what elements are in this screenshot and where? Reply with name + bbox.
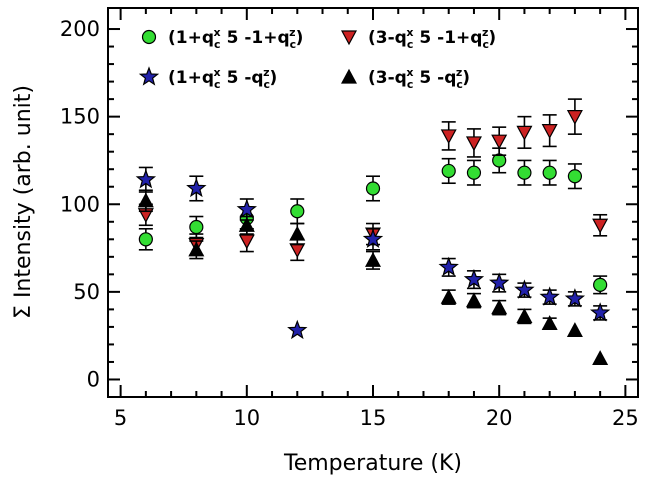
data-point [542, 165, 557, 180]
data-point [137, 192, 154, 208]
legend-item: (1+qcx 5 -qcz) [138, 66, 277, 91]
data-point [289, 225, 306, 241]
data-point [365, 181, 381, 196]
series-circle [138, 147, 608, 295]
data-marks [135, 98, 611, 366]
data-point [236, 198, 257, 219]
data-point [592, 350, 609, 366]
data-point [514, 279, 535, 299]
data-point [567, 169, 583, 184]
legend-marker [138, 66, 160, 86]
tick-labels: 5 10 15 20 25 0 50 100 150 200 [60, 17, 639, 430]
legend-label: (1+qcx 5 -qcz) [168, 66, 277, 91]
data-point [238, 234, 255, 250]
legend: (1+qcx 5 -1+qcz) (3-qcx 5 -1+qcz) (1+qcx 5… [138, 26, 496, 91]
data-point [441, 163, 456, 179]
axis-ticks [108, 8, 638, 397]
data-point [516, 125, 533, 141]
data-point [517, 165, 532, 180]
data-point [491, 134, 508, 150]
data-point [541, 124, 558, 139]
x-axis-title: Temperature (K) [283, 451, 462, 476]
data-point [364, 252, 382, 267]
y-tick-label: 150 [60, 105, 100, 129]
x-tick-label: 5 [114, 406, 127, 430]
legend-item: (3-qcx 5 -1+qcz) [340, 26, 496, 51]
data-point [592, 218, 609, 234]
data-point [564, 288, 586, 308]
data-point [589, 302, 611, 322]
data-point [566, 322, 583, 338]
data-point [290, 204, 305, 219]
data-point [238, 217, 255, 232]
data-point [362, 228, 384, 248]
data-point [440, 129, 457, 145]
data-point [289, 243, 306, 259]
plot-frame [107, 7, 639, 398]
legend-marker [340, 30, 358, 46]
data-point [135, 169, 157, 189]
data-point [186, 177, 207, 198]
x-tick-label: 10 [233, 406, 260, 430]
x-tick-label: 25 [612, 406, 639, 430]
data-point [465, 136, 482, 152]
y-tick-label: 0 [87, 367, 100, 391]
data-point [466, 165, 482, 180]
data-point [189, 219, 204, 235]
data-point [438, 256, 459, 276]
data-point [287, 319, 308, 340]
data-point [491, 299, 508, 315]
data-point [541, 315, 558, 331]
legend-marker [340, 68, 358, 84]
legend-label: (3-qcx 5 -1+qcz) [368, 26, 496, 51]
y-tick-label: 100 [60, 192, 100, 216]
data-point [566, 110, 583, 125]
data-point [516, 308, 533, 323]
y-axis-title: Σ Intensity (arb. unit) [11, 85, 36, 319]
data-point [188, 241, 205, 257]
legend-label: (1+qcx 5 -1+qcz) [168, 26, 303, 51]
data-point [138, 232, 153, 247]
y-tick-label: 50 [73, 280, 100, 304]
series-triangle-up [137, 189, 609, 366]
legend-marker [141, 29, 157, 45]
data-point [465, 292, 482, 308]
data-point [463, 268, 485, 289]
data-point [489, 272, 510, 292]
legend-label: (3-qcx 5 -qcz) [368, 66, 470, 91]
data-point [440, 288, 457, 304]
legend-item: (1+qcx 5 -1+qcz) [141, 26, 303, 51]
x-tick-label: 15 [360, 406, 387, 430]
data-point [593, 277, 608, 292]
legend-item: (3-qcx 5 -qcz) [340, 66, 470, 91]
data-point [539, 286, 560, 306]
y-tick-label: 200 [60, 17, 100, 41]
x-tick-label: 20 [486, 406, 513, 430]
